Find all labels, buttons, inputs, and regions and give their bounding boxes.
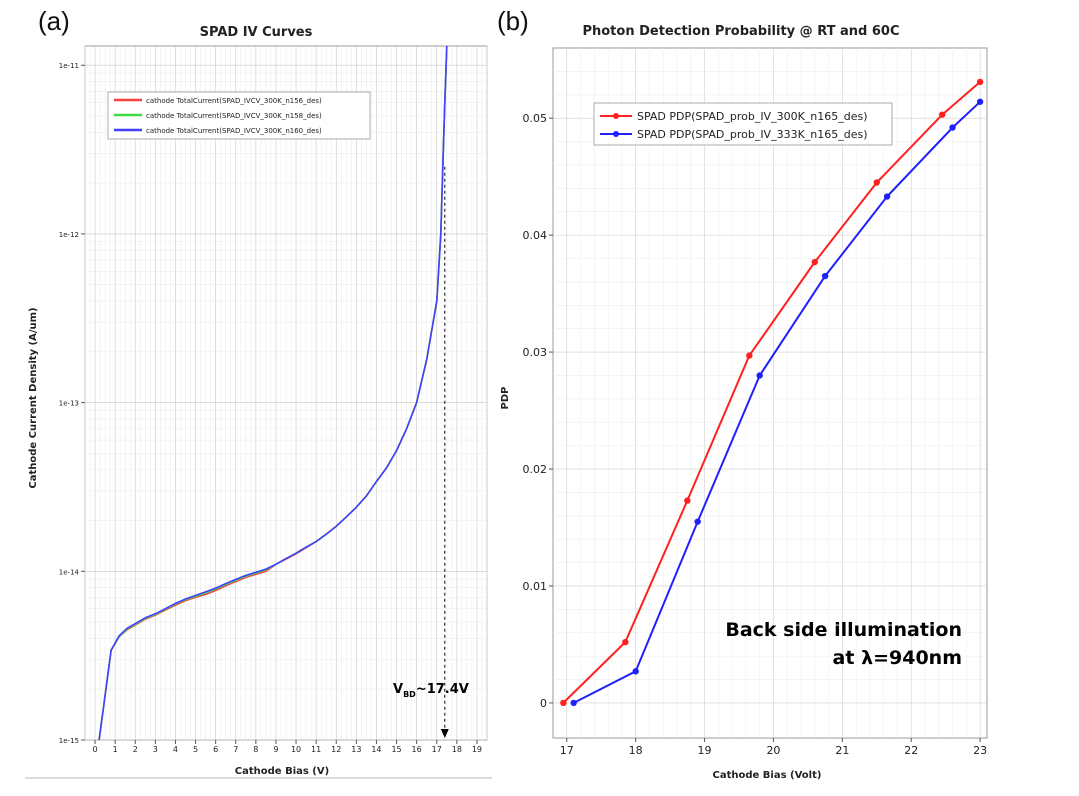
pdp-series-2-point (632, 668, 639, 675)
pdp-series-2-point (821, 272, 829, 280)
pdp-grid (553, 48, 987, 738)
iv-x-tick-label: 14 (371, 745, 381, 754)
pdp-series-2-point (756, 372, 763, 379)
iv-x-tick-label: 2 (133, 745, 138, 754)
iv-x-tick-label: 0 (93, 745, 98, 754)
pdp-x-tick-label: 19 (698, 744, 712, 757)
iv-ticks: 0 1 2 3 4 5 6 7 8 9 10 11 12 13 14 15 16 17 18 191e-151e-14… (59, 62, 482, 754)
iv-x-tick-label: 15 (391, 745, 401, 754)
iv-x-axis-label: Cathode Bias (V) (235, 766, 329, 777)
illumination-annotation-line-2: at λ=940nm (833, 647, 962, 669)
pdp-legend-entry-1: SPAD PDP(SPAD_prob_IV_300K_n165_des) (637, 110, 868, 123)
pdp-series-group (560, 78, 984, 707)
iv-grid (84, 46, 488, 741)
pdp-series-1-point (622, 638, 629, 646)
iv-series-group (98, 45, 448, 741)
pdp-series-1-point (684, 497, 691, 504)
iv-x-tick-label: 12 (331, 745, 341, 754)
pdp-series-line-2 (573, 101, 981, 704)
iv-x-tick-label: 8 (253, 745, 258, 754)
iv-x-tick-label: 13 (351, 745, 361, 754)
iv-legend-entry-2: cathode TotalCurrent(SPAD_IVCV_300K_n158… (146, 112, 322, 120)
illumination-annotation-line-1: Back side illumination (725, 619, 962, 641)
iv-legend: cathode TotalCurrent(SPAD_IVCV_300K_n156… (107, 91, 371, 140)
iv-x-tick-label: 19 (472, 745, 482, 754)
pdp-series-1-point (976, 78, 984, 86)
iv-chart-title: SPAD IV Curves (200, 25, 313, 40)
vbd-value: ~17.4V (416, 682, 469, 697)
iv-y-tick-label: 1e-11 (59, 62, 79, 70)
pdp-series-2-point (976, 98, 984, 105)
vbd-v: V (393, 682, 403, 697)
iv-x-tick-label: 6 (213, 745, 218, 754)
pdp-legend-marker-1 (613, 113, 619, 119)
iv-x-tick-label: 1 (113, 745, 118, 754)
pdp-y-tick-label: 0.01 (523, 580, 548, 593)
iv-x-tick-label: 10 (291, 745, 301, 754)
pdp-legend: SPAD PDP(SPAD_prob_IV_300K_n165_des) SPA… (593, 102, 893, 146)
pdp-series-line-1 (562, 81, 981, 704)
pdp-legend-entry-2: SPAD PDP(SPAD_prob_IV_333K_n165_des) (637, 128, 868, 141)
pdp-series-2-point (570, 699, 577, 707)
pdp-x-tick-label: 17 (560, 744, 574, 757)
iv-legend-entry-1: cathode TotalCurrent(SPAD_IVCV_300K_n156… (146, 97, 322, 105)
pdp-y-tick-label: 0.04 (523, 229, 548, 242)
pdp-legend-marker-2 (613, 131, 619, 137)
pdp-y-tick-label: 0.02 (523, 463, 548, 476)
iv-x-tick-label: 11 (311, 745, 321, 754)
pdp-y-tick-label: 0.03 (523, 346, 548, 359)
iv-x-tick-label: 17 (432, 745, 442, 754)
iv-x-tick-label: 16 (412, 745, 422, 754)
iv-x-tick-label: 7 (233, 745, 238, 754)
pdp-chart-title: Photon Detection Probability @ RT and 60… (582, 24, 899, 39)
pdp-x-tick-label: 20 (766, 744, 780, 757)
pdp-series-1-point (811, 258, 818, 266)
iv-y-tick-label: 1e-13 (59, 400, 79, 408)
vbd-subscript: BD (403, 690, 416, 699)
pdp-x-tick-label: 23 (973, 744, 987, 757)
iv-x-tick-label: 18 (452, 745, 462, 754)
breakdown-voltage-annotation: VBD~17.4V (393, 166, 469, 738)
pdp-series-2-point (949, 124, 956, 131)
iv-legend-entry-3: cathode TotalCurrent(SPAD_IVCV_300K_n160… (146, 127, 322, 135)
pdp-legend-box (593, 102, 893, 146)
pdp-series-1-point (746, 352, 753, 359)
pdp-x-axis-label: Cathode Bias (Volt) (713, 770, 822, 781)
iv-x-tick-label: 4 (173, 745, 178, 754)
pdp-x-tick-label: 22 (904, 744, 918, 757)
pdp-chart: 17 18 19 20 21 22 23 0 0.01 0.02 0.03 0.04 0.05 Phot… (500, 24, 988, 781)
pdp-series-2-point (883, 193, 891, 200)
pdp-series-2-point (694, 518, 701, 525)
iv-y-axis-label: Cathode Current Density (A/um) (28, 307, 39, 488)
iv-legend-box (107, 91, 371, 140)
iv-series-line-3 (98, 45, 448, 741)
breakdown-voltage-label: VBD~17.4V (393, 682, 469, 699)
pdp-plot-area (552, 47, 988, 739)
pdp-x-tick-label: 21 (835, 744, 849, 757)
breakdown-voltage-arrowhead (440, 729, 449, 738)
panel-b-label: (b) (497, 6, 529, 36)
pdp-y-axis-label: PDP (500, 387, 511, 410)
pdp-x-tick-label: 18 (629, 744, 643, 757)
pdp-series-1-point (873, 179, 880, 186)
iv-x-tick-label: 3 (153, 745, 158, 754)
iv-y-tick-label: 1e-14 (59, 568, 80, 576)
iv-y-tick-label: 1e-15 (59, 737, 79, 745)
pdp-y-tick-label: 0.05 (523, 112, 548, 125)
pdp-series-1-point (939, 111, 946, 118)
iv-curves-chart: 0 1 2 3 4 5 6 7 8 9 10 11 12 13 14 15 16 17 18 191e-151e-14… (25, 25, 492, 779)
iv-x-tick-label: 5 (193, 745, 198, 754)
iv-y-tick-label: 1e-12 (59, 231, 79, 239)
panel-a-label: (a) (38, 6, 70, 36)
iv-x-tick-label: 9 (273, 745, 278, 754)
pdp-ticks: 17 18 19 20 21 22 23 0 0.01 0.02 0.03 0.04 0.05 (523, 112, 988, 757)
pdp-y-tick-label: 0 (540, 697, 547, 710)
pdp-series-1-point (560, 699, 567, 707)
